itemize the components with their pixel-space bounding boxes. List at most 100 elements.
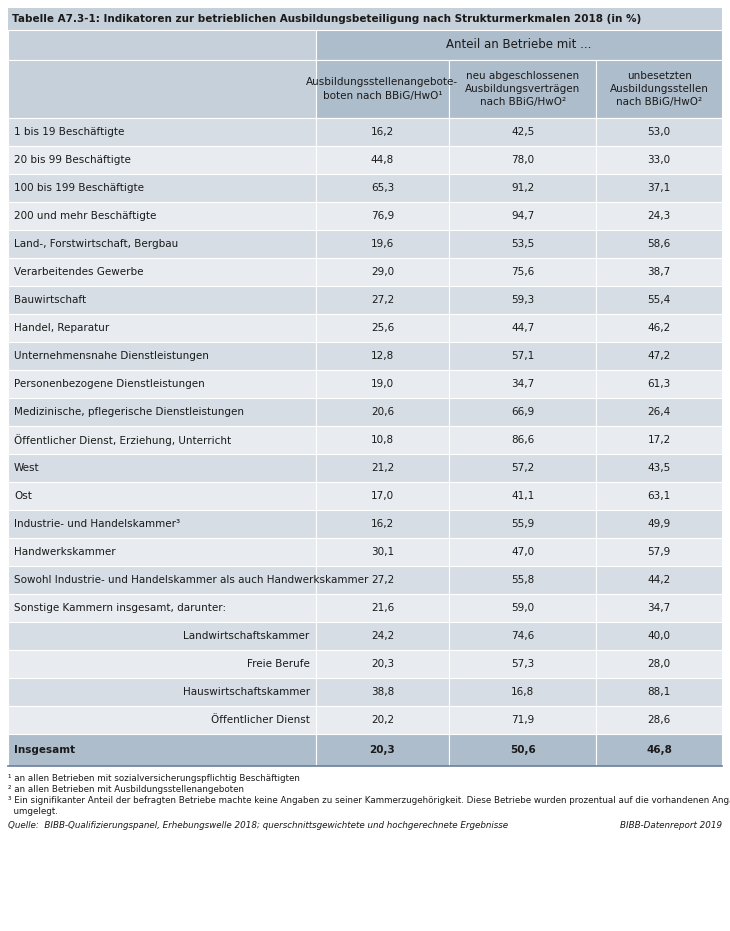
Bar: [596, 314, 722, 342]
Bar: [8, 60, 315, 118]
Text: unbesetzten: unbesetzten: [626, 71, 691, 81]
Text: 25,6: 25,6: [371, 323, 394, 333]
Bar: [596, 650, 722, 678]
Bar: [596, 706, 722, 734]
Bar: [596, 202, 722, 230]
Bar: [315, 706, 449, 734]
Text: 34,7: 34,7: [511, 379, 534, 389]
Bar: [596, 60, 722, 118]
Bar: [8, 370, 315, 398]
Text: 55,4: 55,4: [648, 295, 671, 305]
Text: 28,0: 28,0: [648, 659, 671, 669]
Bar: [315, 30, 722, 60]
Text: West: West: [14, 463, 39, 473]
Bar: [8, 230, 315, 258]
Bar: [596, 538, 722, 566]
Bar: [449, 622, 596, 650]
Bar: [315, 146, 449, 174]
Bar: [596, 594, 722, 622]
Bar: [449, 60, 596, 118]
Text: Freie Berufe: Freie Berufe: [247, 659, 310, 669]
Bar: [8, 510, 315, 538]
Bar: [8, 146, 315, 174]
Bar: [596, 566, 722, 594]
Text: 41,1: 41,1: [511, 491, 534, 501]
Bar: [449, 286, 596, 314]
Text: 58,6: 58,6: [648, 239, 671, 249]
Text: Handel, Reparatur: Handel, Reparatur: [14, 323, 110, 333]
Text: Anteil an Betriebe mit ...: Anteil an Betriebe mit ...: [446, 38, 591, 51]
Text: 20,2: 20,2: [371, 715, 394, 725]
Text: 53,5: 53,5: [511, 239, 534, 249]
Text: ² an allen Betrieben mit Ausbildungsstellenangeboten: ² an allen Betrieben mit Ausbildungsstel…: [8, 785, 244, 794]
Text: 65,3: 65,3: [371, 183, 394, 193]
Bar: [8, 398, 315, 426]
Text: Sowohl Industrie- und Handelskammer als auch Handwerkskammer: Sowohl Industrie- und Handelskammer als …: [14, 575, 369, 585]
Bar: [8, 566, 315, 594]
Bar: [315, 286, 449, 314]
Text: 53,0: 53,0: [648, 127, 671, 137]
Text: 20,3: 20,3: [369, 745, 395, 755]
Bar: [596, 398, 722, 426]
Text: Quelle:  BIBB-Qualifizierungspanel, Erhebungswelle 2018; querschnittsgewichtete : Quelle: BIBB-Qualifizierungspanel, Erheb…: [8, 821, 508, 830]
Bar: [8, 118, 315, 146]
Bar: [449, 370, 596, 398]
Text: Ausbildungsstellenangebote-: Ausbildungsstellenangebote-: [307, 77, 458, 88]
Bar: [596, 454, 722, 482]
Text: 24,3: 24,3: [648, 211, 671, 221]
Text: nach BBiG/HwO²: nach BBiG/HwO²: [480, 97, 566, 107]
Bar: [315, 482, 449, 510]
Text: 59,3: 59,3: [511, 295, 534, 305]
Bar: [315, 566, 449, 594]
Text: BIBB-Datenreport 2019: BIBB-Datenreport 2019: [620, 821, 722, 830]
Bar: [596, 622, 722, 650]
Bar: [8, 594, 315, 622]
Text: Medizinische, pflegerische Dienstleistungen: Medizinische, pflegerische Dienstleistun…: [14, 407, 244, 417]
Text: 61,3: 61,3: [648, 379, 671, 389]
Bar: [596, 734, 722, 766]
Text: Ausbildungsstellen: Ausbildungsstellen: [610, 84, 709, 94]
Bar: [8, 8, 722, 30]
Bar: [315, 60, 449, 118]
Bar: [596, 230, 722, 258]
Bar: [8, 30, 315, 60]
Bar: [449, 538, 596, 566]
Text: 42,5: 42,5: [511, 127, 534, 137]
Text: 33,0: 33,0: [648, 155, 671, 165]
Bar: [315, 342, 449, 370]
Text: 66,9: 66,9: [511, 407, 534, 417]
Text: 16,8: 16,8: [511, 687, 534, 697]
Text: 29,0: 29,0: [371, 267, 394, 277]
Text: 43,5: 43,5: [648, 463, 671, 473]
Bar: [596, 146, 722, 174]
Text: Insgesamt: Insgesamt: [14, 745, 75, 755]
Text: 46,8: 46,8: [646, 745, 672, 755]
Text: 55,9: 55,9: [511, 519, 534, 529]
Bar: [315, 622, 449, 650]
Text: nach BBiG/HwO²: nach BBiG/HwO²: [616, 97, 702, 107]
Text: Handwerkskammer: Handwerkskammer: [14, 547, 115, 557]
Text: ³ Ein signifikanter Anteil der befragten Betriebe machte keine Angaben zu seiner: ³ Ein signifikanter Anteil der befragten…: [8, 796, 730, 805]
Text: 55,8: 55,8: [511, 575, 534, 585]
Bar: [8, 454, 315, 482]
Text: 57,1: 57,1: [511, 351, 534, 361]
Bar: [449, 118, 596, 146]
Bar: [315, 454, 449, 482]
Bar: [8, 678, 315, 706]
Text: Ost: Ost: [14, 491, 32, 501]
Text: 88,1: 88,1: [648, 687, 671, 697]
Text: 16,2: 16,2: [371, 519, 394, 529]
Bar: [315, 258, 449, 286]
Text: 1 bis 19 Beschäftigte: 1 bis 19 Beschäftigte: [14, 127, 124, 137]
Bar: [315, 426, 449, 454]
Bar: [449, 314, 596, 342]
Bar: [315, 510, 449, 538]
Bar: [596, 482, 722, 510]
Text: 21,2: 21,2: [371, 463, 394, 473]
Text: Öffentlicher Dienst: Öffentlicher Dienst: [211, 715, 310, 725]
Text: 19,6: 19,6: [371, 239, 394, 249]
Text: ¹ an allen Betrieben mit sozialversicherungspflichtig Beschäftigten: ¹ an allen Betrieben mit sozialversicher…: [8, 774, 300, 783]
Text: Tabelle A7.3-1: Indikatoren zur betrieblichen Ausbildungsbeteiligung nach Strukt: Tabelle A7.3-1: Indikatoren zur betriebl…: [12, 14, 641, 24]
Text: Personenbezogene Dienstleistungen: Personenbezogene Dienstleistungen: [14, 379, 204, 389]
Bar: [449, 398, 596, 426]
